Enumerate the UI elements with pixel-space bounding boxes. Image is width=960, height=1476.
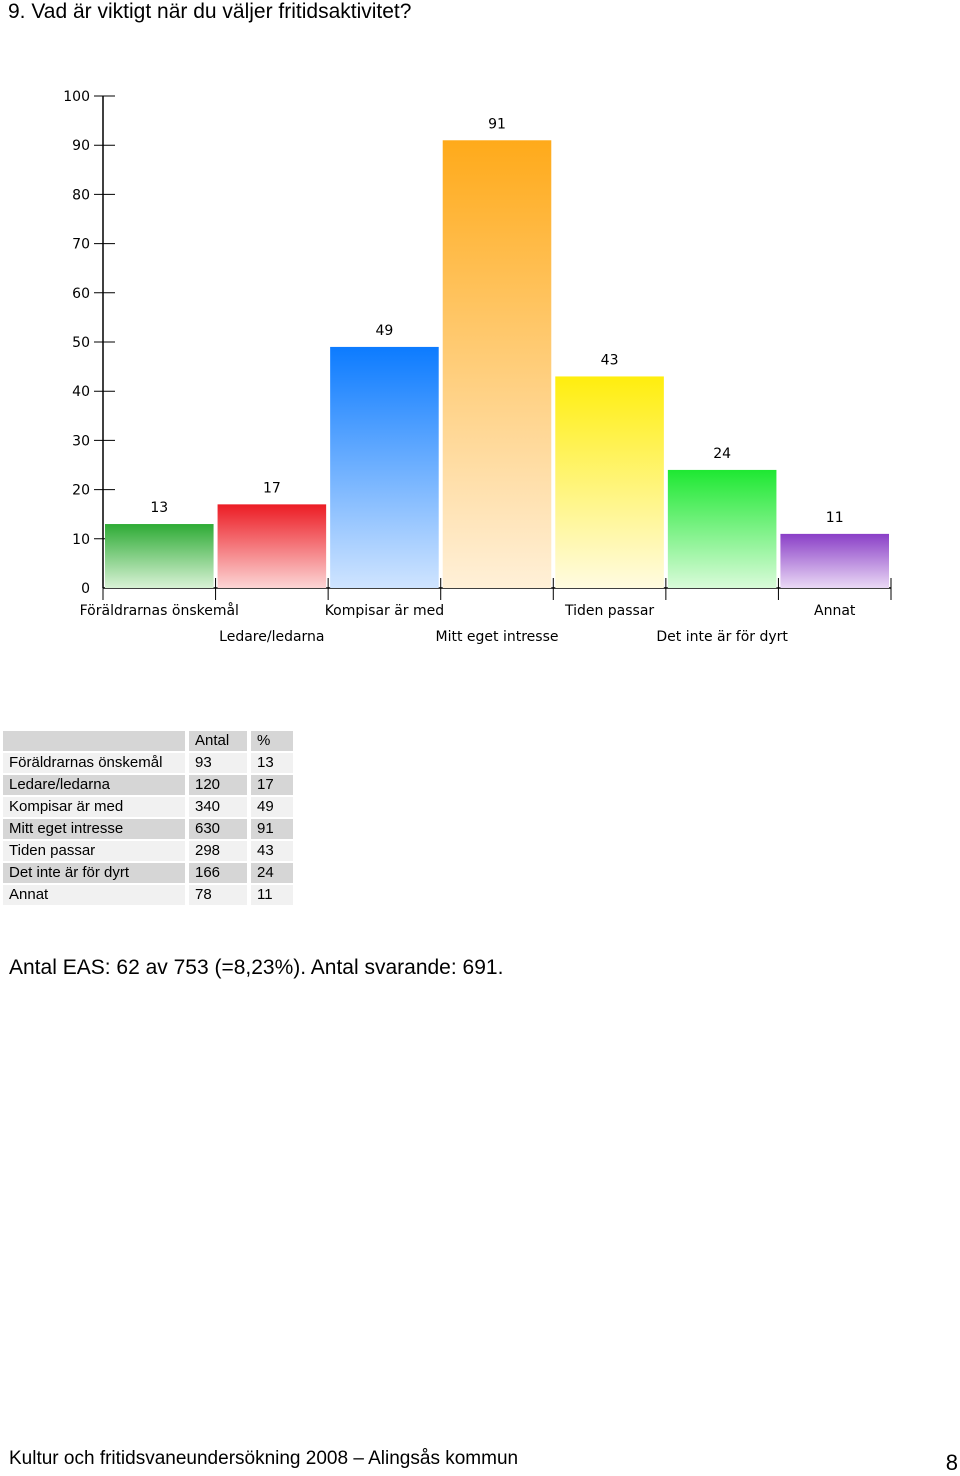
x-tick-label: Tiden passar [564, 603, 654, 619]
table-row: Mitt eget intresse 630 91 [3, 819, 293, 841]
table-cell-label: Tiden passar [3, 841, 185, 863]
table-cell-label: Kompisar är med [3, 797, 185, 819]
page-title: 9. Vad är viktigt när du väljer fritidsa… [8, 0, 412, 23]
bar-chart: 0 10 20 30 40 50 60 70 80 90 100 13 Föräldrarnas öns… [63, 89, 892, 645]
table-row: Kompisar är med 340 49 [3, 797, 293, 819]
table-cell-label [3, 731, 185, 753]
data-label: 24 [713, 446, 731, 462]
bar [105, 524, 214, 588]
table-cell-value: 78 [189, 885, 247, 907]
cell-gap [185, 863, 189, 885]
table-cell-value: Antal [189, 731, 247, 753]
cell-gap [185, 819, 189, 841]
cell-gap [185, 797, 189, 819]
data-label: 11 [826, 510, 844, 526]
table-cell-value: 93 [189, 753, 247, 775]
y-tick-label: 30 [72, 433, 90, 449]
results-table: Antal% Föräldrarnas önskemål 93 13 Ledare/le… [3, 731, 293, 907]
cell-gap [247, 863, 251, 885]
response-summary: Antal EAS: 62 av 753 (=8,23%). Antal sva… [9, 956, 504, 979]
x-tick-label: Det inte är för dyrt [656, 629, 788, 645]
y-tick-label: 70 [72, 237, 90, 253]
x-tick-label: Kompisar är med [325, 603, 444, 619]
cell-gap [185, 753, 189, 775]
cell-gap [185, 731, 189, 753]
table-row: Annat 78 11 [3, 885, 293, 907]
cell-gap [247, 753, 251, 775]
x-tick-label: Ledare/ledarna [219, 629, 324, 645]
cell-gap [247, 775, 251, 797]
table-cell-label: Annat [3, 885, 185, 907]
table-cell-label: Ledare/ledarna [3, 775, 185, 797]
x-tick-label: Mitt eget intresse [436, 629, 559, 645]
data-label: 49 [376, 323, 394, 339]
y-tick-label: 90 [72, 138, 90, 154]
cell-gap [185, 841, 189, 863]
table-row: Tiden passar 298 43 [3, 841, 293, 863]
table-cell-value: 24 [251, 863, 293, 885]
cell-gap [185, 885, 189, 907]
table-cell-label: Mitt eget intresse [3, 819, 185, 841]
y-tick-label: 80 [72, 187, 90, 203]
table-cell-value: 166 [189, 863, 247, 885]
table-cell-label: Föräldrarnas önskemål [3, 753, 185, 775]
table-cell-label: Det inte är för dyrt [3, 863, 185, 885]
data-label: 43 [601, 352, 619, 368]
y-tick-label: 100 [63, 89, 90, 105]
table-cell-value: 630 [189, 819, 247, 841]
bar [667, 469, 777, 588]
data-label: 17 [263, 480, 281, 496]
table-row: Föräldrarnas önskemål 93 13 [3, 753, 293, 775]
table-cell-value: 17 [251, 775, 293, 797]
table-cell-value: 13 [251, 753, 293, 775]
bar [217, 504, 327, 588]
table-cell-value: % [251, 731, 293, 753]
x-tick-label: Annat [814, 603, 856, 619]
bar [330, 346, 439, 588]
table-cell-value: 43 [251, 841, 293, 863]
x-tick-label: Föräldrarnas önskemål [80, 602, 239, 619]
y-tick-label: 10 [72, 532, 90, 548]
cell-gap [185, 775, 189, 797]
page-footer: Kultur och fritidsvaneundersökning 2008 … [9, 1448, 519, 1469]
table-row: Det inte är för dyrt 166 24 [3, 863, 293, 885]
table-cell-value: 120 [189, 775, 247, 797]
table-cell-value: 11 [251, 885, 293, 907]
table-header-row: Antal% [3, 731, 293, 753]
data-label: 91 [488, 116, 506, 132]
cell-gap [247, 819, 251, 841]
y-tick-label: 40 [72, 384, 90, 400]
table-cell-value: 298 [189, 841, 247, 863]
bar [780, 533, 889, 588]
y-tick-label: 60 [72, 286, 90, 302]
cell-gap [247, 841, 251, 863]
cell-gap [247, 797, 251, 819]
y-tick-label: 0 [81, 581, 90, 597]
data-label: 13 [150, 500, 168, 516]
cell-gap [247, 885, 251, 907]
table-row: Ledare/ledarna 120 17 [3, 775, 293, 797]
page-number: 8 [945, 1450, 958, 1475]
y-tick-label: 50 [72, 335, 90, 351]
table-cell-value: 91 [251, 819, 293, 841]
table-cell-value: 340 [189, 797, 247, 819]
bar [555, 376, 664, 588]
bar [442, 140, 552, 588]
cell-gap [247, 731, 251, 753]
table-cell-value: 49 [251, 797, 293, 819]
y-tick-label: 20 [72, 483, 90, 499]
